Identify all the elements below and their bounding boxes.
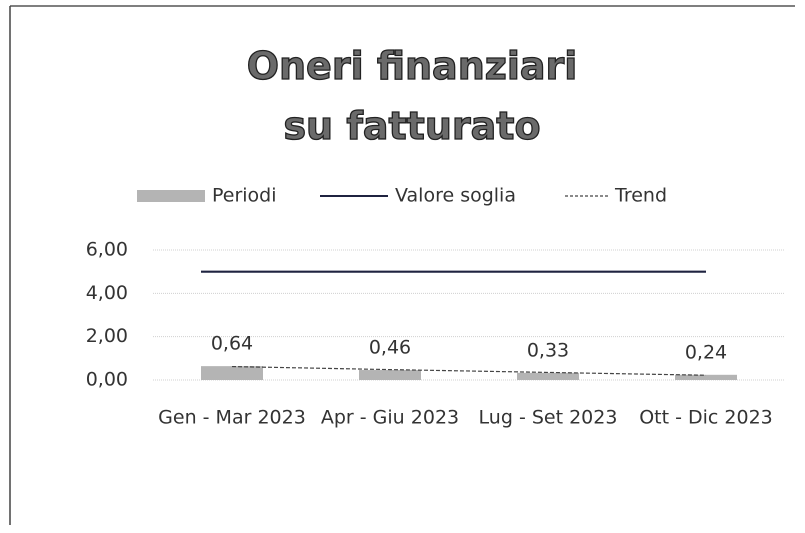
chart-title-line: su fatturato xyxy=(283,104,540,148)
y-tick-label: 2,00 xyxy=(86,325,128,347)
y-tick-label: 6,00 xyxy=(86,239,128,261)
chart-title-line: Oneri finanziari xyxy=(247,44,578,88)
x-tick-label: Lug - Set 2023 xyxy=(479,407,618,429)
chart-title: Oneri finanziari su fatturato xyxy=(247,44,578,148)
legend-swatch xyxy=(137,190,205,202)
legend-label: Trend xyxy=(614,185,667,207)
data-label: 0,46 xyxy=(369,337,411,359)
x-tick-label: Gen - Mar 2023 xyxy=(158,407,306,429)
legend-label: Valore soglia xyxy=(395,185,516,207)
y-tick-label: 4,00 xyxy=(86,282,128,304)
x-tick-label: Apr - Giu 2023 xyxy=(321,407,459,429)
x-tick-label: Ott - Dic 2023 xyxy=(639,407,773,429)
data-label: 0,33 xyxy=(527,339,569,361)
bar xyxy=(359,370,421,380)
bar xyxy=(517,372,579,380)
bar xyxy=(675,374,737,380)
line-series xyxy=(231,365,707,376)
data-label: 0,64 xyxy=(211,333,253,355)
bar xyxy=(201,366,263,380)
y-tick-label: 0,00 xyxy=(86,369,128,391)
data-label: 0,24 xyxy=(685,341,727,363)
legend-label: Periodi xyxy=(212,185,277,207)
